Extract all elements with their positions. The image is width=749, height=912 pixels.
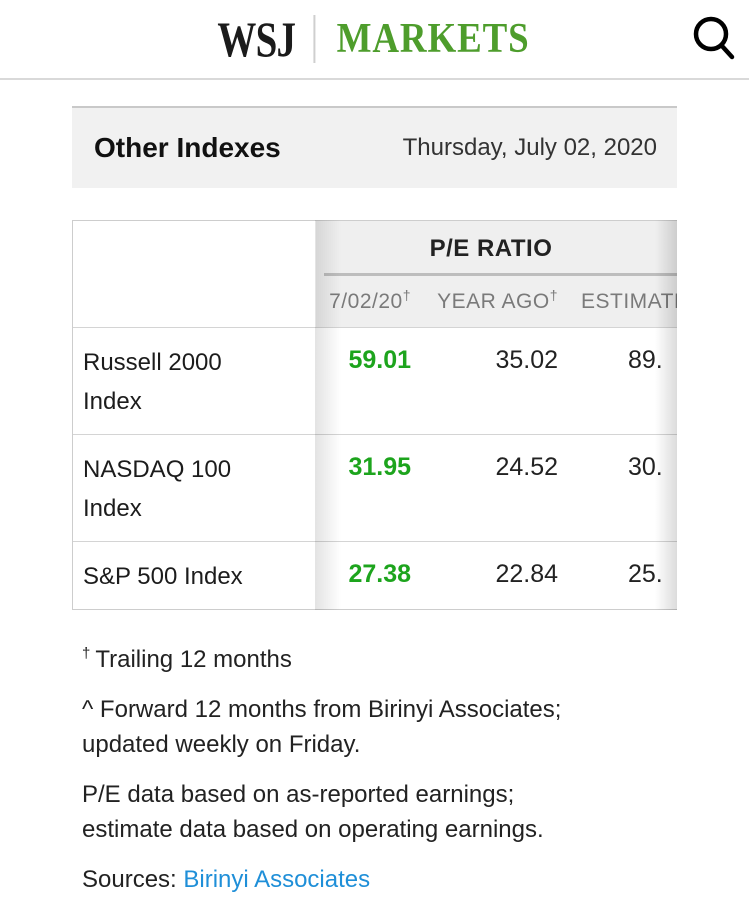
pe-estimate-value: 30. — [628, 453, 663, 481]
pe-ratio-column-group: P/E RATIO 7/02/20† YEAR AGO† ESTIMATE^ — [316, 221, 677, 327]
footnotes: † Trailing 12 months ^ Forward 12 months … — [82, 636, 662, 897]
pe-estimate-value: 25. — [628, 560, 663, 588]
table-row: Russell 2000 Index 59.01 35.02 89. — [73, 327, 677, 434]
pe-year-ago-value: 22.84 — [495, 560, 558, 588]
pe-current-value: 27.38 — [348, 560, 411, 588]
markets-logo-text: MARKETS — [336, 16, 530, 62]
sources-line: Sources: Birinyi Associates — [82, 862, 662, 897]
pe-current-value: 59.01 — [348, 346, 411, 374]
search-icon — [693, 16, 735, 60]
pe-estimate-value: 89. — [628, 346, 663, 374]
sources-label: Sources: — [82, 866, 184, 893]
section-header-panel: Other Indexes Thursday, July 02, 2020 — [72, 106, 677, 188]
app-header: WSJ MARKETS — [0, 0, 749, 80]
pe-year-ago-value: 35.02 — [495, 346, 558, 374]
dagger-footnote-marker: † — [402, 287, 411, 303]
pe-current-value: 31.95 — [348, 453, 411, 481]
table-row: NASDAQ 100 Index 31.95 24.52 30. — [73, 434, 677, 541]
page-title: Other Indexes — [94, 132, 281, 163]
pe-year-ago-value: 24.52 — [495, 453, 558, 481]
dagger-footnote-marker: † — [82, 645, 91, 662]
footnote-trailing: † Trailing 12 months — [82, 645, 292, 673]
pe-ratio-table-card: P/E RATIO 7/02/20† YEAR AGO† ESTIMATE^ R… — [72, 220, 677, 610]
dagger-footnote-marker: † — [549, 287, 558, 303]
wsj-markets-logo[interactable]: WSJ MARKETS — [206, 10, 543, 68]
logo-divider — [313, 15, 316, 63]
index-name: S&P 500 Index — [83, 563, 243, 590]
name-column-spacer — [73, 221, 316, 327]
section-date: Thursday, July 02, 2020 — [402, 134, 657, 161]
table-horizontal-scroll-area[interactable]: P/E RATIO 7/02/20† YEAR AGO† ESTIMATE^ R… — [72, 220, 677, 610]
column-header-current: 7/02/20† — [329, 287, 411, 313]
index-name: NASDAQ 100 Index — [83, 456, 232, 522]
footnote-forward: ^ Forward 12 months from Birinyi Associa… — [82, 696, 562, 758]
table-row: S&P 500 Index 27.38 22.84 25. — [73, 541, 677, 609]
index-name: Russell 2000 Index — [83, 349, 222, 415]
footnote-pe-basis: P/E data based on as-reported earnings; e… — [82, 781, 544, 843]
hamburger-menu-button[interactable] — [19, 16, 68, 59]
column-header-year-ago: YEAR AGO† — [437, 287, 558, 313]
group-header: P/E RATIO — [429, 235, 553, 262]
search-button[interactable] — [685, 9, 737, 65]
group-header-divider — [324, 273, 677, 276]
wsj-logo-text: WSJ — [216, 11, 296, 67]
birinyi-associates-link[interactable]: Birinyi Associates — [183, 866, 371, 893]
column-headers: 7/02/20† YEAR AGO† ESTIMATE^ — [316, 276, 677, 327]
pe-ratio-table: P/E RATIO 7/02/20† YEAR AGO† ESTIMATE^ R… — [73, 221, 677, 609]
column-header-estimate: ESTIMATE^ — [581, 290, 677, 313]
table-header-row: P/E RATIO 7/02/20† YEAR AGO† ESTIMATE^ — [73, 221, 677, 327]
